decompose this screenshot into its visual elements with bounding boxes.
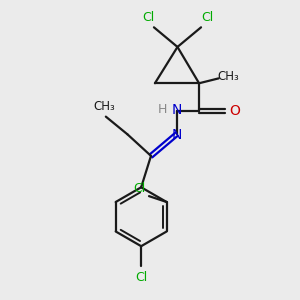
Text: N: N xyxy=(171,128,182,142)
Text: Cl: Cl xyxy=(133,182,145,195)
Text: CH₃: CH₃ xyxy=(93,100,115,113)
Text: CH₃: CH₃ xyxy=(218,70,239,83)
Text: H: H xyxy=(158,103,167,116)
Text: O: O xyxy=(229,104,240,118)
Text: Cl: Cl xyxy=(142,11,154,24)
Text: N: N xyxy=(171,103,182,117)
Text: Cl: Cl xyxy=(201,11,213,24)
Text: Cl: Cl xyxy=(135,271,147,284)
